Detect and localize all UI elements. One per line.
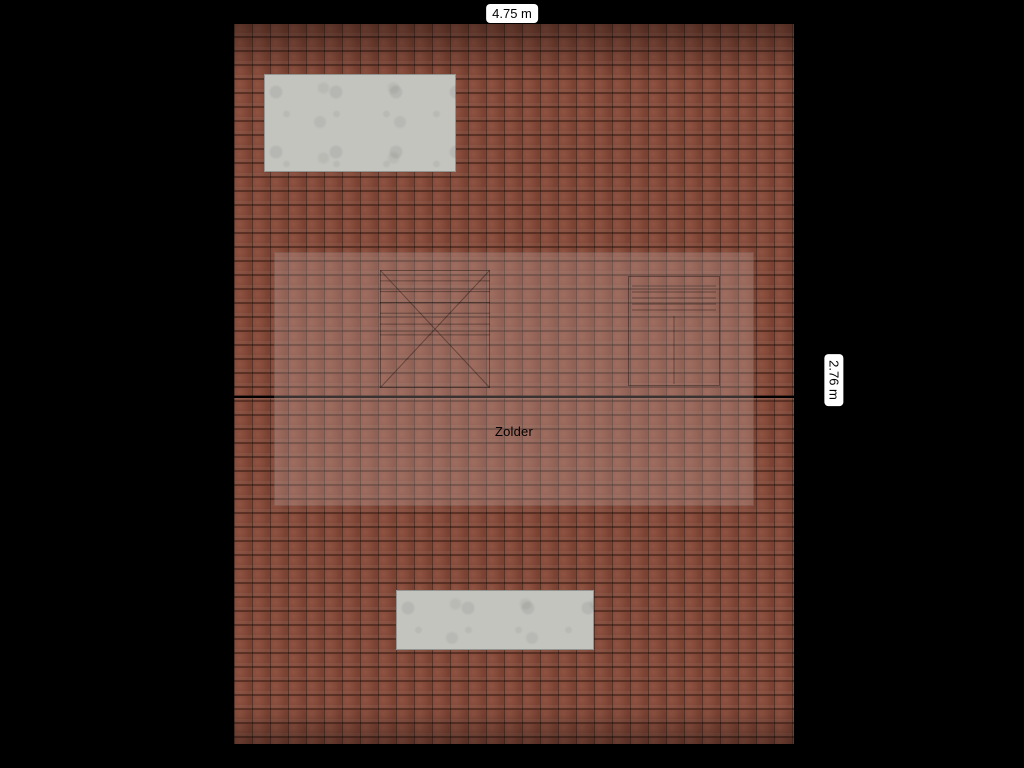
dim-right-tick-bottom bbox=[797, 428, 803, 430]
flat-panel-bottom bbox=[396, 590, 594, 650]
dimension-right-label: 2.76 m bbox=[824, 354, 843, 406]
dim-right-tick-top bbox=[797, 332, 803, 334]
dim-top-tick-left bbox=[452, 8, 454, 14]
flat-panel-top bbox=[264, 74, 456, 172]
dim-top-tick-right bbox=[572, 8, 574, 14]
roof-shade-bottom bbox=[234, 704, 794, 744]
roof-plan: Zolder bbox=[234, 24, 794, 744]
attic-overlay bbox=[274, 252, 754, 506]
dimension-top-label: 4.75 m bbox=[486, 4, 538, 23]
